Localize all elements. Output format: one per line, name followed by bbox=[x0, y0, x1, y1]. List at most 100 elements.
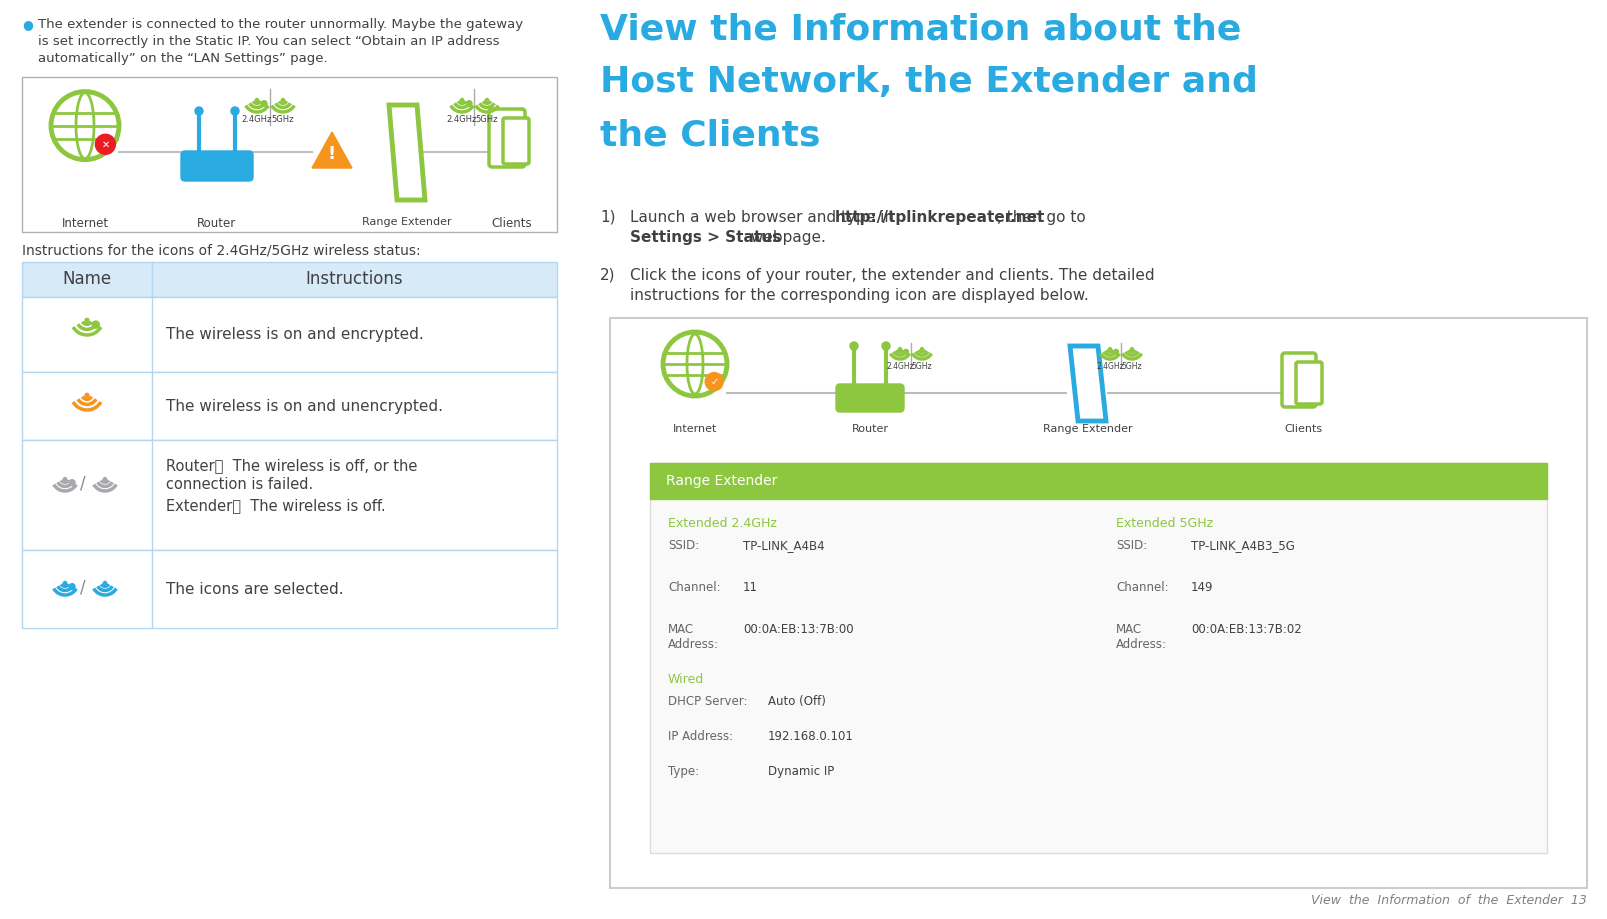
Circle shape bbox=[485, 98, 489, 102]
Circle shape bbox=[850, 342, 858, 350]
Text: Host Network, the Extender and: Host Network, the Extender and bbox=[599, 65, 1258, 99]
Text: 1): 1) bbox=[599, 210, 615, 225]
Text: The wireless is on and unencrypted.: The wireless is on and unencrypted. bbox=[166, 399, 444, 414]
Text: Launch a web browser and type in: Launch a web browser and type in bbox=[630, 210, 898, 225]
Polygon shape bbox=[389, 105, 424, 200]
Text: TP-LINK_A4B4: TP-LINK_A4B4 bbox=[742, 539, 824, 552]
FancyBboxPatch shape bbox=[649, 463, 1548, 853]
Text: View the Information about the: View the Information about the bbox=[599, 12, 1241, 46]
Text: DHCP Server:: DHCP Server: bbox=[669, 695, 747, 708]
FancyBboxPatch shape bbox=[649, 463, 1548, 499]
Text: 5GHz: 5GHz bbox=[1122, 362, 1143, 371]
Text: /: / bbox=[80, 475, 85, 493]
Text: Name: Name bbox=[63, 270, 111, 289]
Text: 192.168.0.101: 192.168.0.101 bbox=[768, 730, 853, 743]
Text: Internet: Internet bbox=[61, 217, 109, 230]
Text: View  the  Information  of  the  Extender  13: View the Information of the Extender 13 bbox=[1311, 894, 1588, 907]
FancyBboxPatch shape bbox=[489, 109, 525, 167]
Text: 11: 11 bbox=[742, 581, 759, 594]
Circle shape bbox=[85, 393, 88, 397]
Text: 2): 2) bbox=[599, 268, 615, 283]
Text: Wired: Wired bbox=[669, 673, 704, 686]
Text: Extender：  The wireless is off.: Extender： The wireless is off. bbox=[166, 498, 386, 513]
Text: Extended 2.4GHz: Extended 2.4GHz bbox=[669, 517, 776, 530]
Text: 00:0A:EB:13:7B:00: 00:0A:EB:13:7B:00 bbox=[742, 623, 853, 636]
Text: The icons are selected.: The icons are selected. bbox=[166, 582, 344, 596]
FancyBboxPatch shape bbox=[22, 372, 558, 440]
Text: 5GHz: 5GHz bbox=[911, 362, 932, 371]
Circle shape bbox=[705, 372, 723, 391]
Circle shape bbox=[898, 347, 902, 350]
Text: 2.4GHz: 2.4GHz bbox=[447, 115, 477, 124]
Text: MAC
Address:: MAC Address: bbox=[1115, 623, 1167, 651]
Text: http://tplinkrepeater.net: http://tplinkrepeater.net bbox=[834, 210, 1045, 225]
Text: 2.4GHz: 2.4GHz bbox=[1096, 362, 1123, 371]
Text: Router: Router bbox=[852, 424, 889, 434]
FancyBboxPatch shape bbox=[22, 550, 558, 628]
FancyBboxPatch shape bbox=[1282, 353, 1316, 407]
Text: ✕: ✕ bbox=[101, 140, 109, 149]
Circle shape bbox=[69, 584, 76, 589]
Text: Instructions: Instructions bbox=[305, 270, 403, 289]
Circle shape bbox=[882, 342, 890, 350]
FancyBboxPatch shape bbox=[22, 297, 558, 372]
Text: Channel:: Channel: bbox=[669, 581, 720, 594]
Text: the Clients: the Clients bbox=[599, 118, 821, 152]
Text: Clients: Clients bbox=[492, 217, 532, 230]
Text: instructions for the corresponding icon are displayed below.: instructions for the corresponding icon … bbox=[630, 288, 1090, 303]
Circle shape bbox=[92, 321, 100, 328]
Text: Clients: Clients bbox=[1284, 424, 1323, 434]
Text: Channel:: Channel: bbox=[1115, 581, 1168, 594]
FancyBboxPatch shape bbox=[611, 318, 1588, 888]
Text: IP Address:: IP Address: bbox=[669, 730, 733, 743]
Circle shape bbox=[281, 98, 284, 102]
Text: 00:0A:EB:13:7B:02: 00:0A:EB:13:7B:02 bbox=[1191, 623, 1302, 636]
FancyBboxPatch shape bbox=[836, 384, 905, 412]
Circle shape bbox=[921, 347, 924, 350]
Text: Router：  The wireless is off, or the: Router： The wireless is off, or the bbox=[166, 458, 418, 473]
Text: webpage.: webpage. bbox=[746, 230, 826, 245]
Circle shape bbox=[194, 107, 202, 115]
Text: is set incorrectly in the Static IP. You can select “Obtain an IP address: is set incorrectly in the Static IP. You… bbox=[39, 35, 500, 48]
Text: Settings > Status: Settings > Status bbox=[630, 230, 781, 245]
Circle shape bbox=[95, 134, 116, 154]
Circle shape bbox=[466, 101, 472, 107]
Text: Auto (Off): Auto (Off) bbox=[768, 695, 826, 708]
Text: Internet: Internet bbox=[673, 424, 717, 434]
Circle shape bbox=[69, 480, 76, 485]
Text: TP-LINK_A4B3_5G: TP-LINK_A4B3_5G bbox=[1191, 539, 1295, 552]
Text: 149: 149 bbox=[1191, 581, 1213, 594]
Polygon shape bbox=[312, 132, 352, 168]
Circle shape bbox=[103, 478, 106, 481]
Text: Range Extender: Range Extender bbox=[362, 217, 452, 227]
Circle shape bbox=[1109, 347, 1112, 350]
FancyBboxPatch shape bbox=[503, 118, 529, 164]
Text: Instructions for the icons of 2.4GHz/5GHz wireless status:: Instructions for the icons of 2.4GHz/5GH… bbox=[22, 244, 421, 258]
FancyBboxPatch shape bbox=[22, 262, 558, 297]
Circle shape bbox=[461, 98, 463, 102]
Circle shape bbox=[103, 582, 106, 584]
Text: SSID:: SSID: bbox=[669, 539, 699, 552]
Circle shape bbox=[903, 349, 908, 354]
Polygon shape bbox=[1070, 346, 1106, 421]
FancyBboxPatch shape bbox=[1295, 362, 1323, 404]
Text: 5GHz: 5GHz bbox=[272, 115, 294, 124]
Text: MAC
Address:: MAC Address: bbox=[669, 623, 718, 651]
Text: connection is failed.: connection is failed. bbox=[166, 477, 313, 492]
Text: automatically” on the “LAN Settings” page.: automatically” on the “LAN Settings” pag… bbox=[39, 52, 328, 65]
Circle shape bbox=[1131, 347, 1133, 350]
Text: The wireless is on and encrypted.: The wireless is on and encrypted. bbox=[166, 327, 424, 342]
Text: 2.4GHz: 2.4GHz bbox=[885, 362, 914, 371]
FancyBboxPatch shape bbox=[182, 151, 252, 181]
Text: Router: Router bbox=[198, 217, 236, 230]
FancyBboxPatch shape bbox=[22, 77, 558, 232]
Text: Range Extender: Range Extender bbox=[665, 474, 778, 488]
Text: SSID:: SSID: bbox=[1115, 539, 1147, 552]
Text: Click the icons of your router, the extender and clients. The detailed: Click the icons of your router, the exte… bbox=[630, 268, 1154, 283]
FancyBboxPatch shape bbox=[22, 440, 558, 550]
Text: 5GHz: 5GHz bbox=[476, 115, 498, 124]
Circle shape bbox=[85, 318, 88, 323]
Text: Type:: Type: bbox=[669, 765, 699, 778]
Text: 2.4GHz: 2.4GHz bbox=[241, 115, 272, 124]
Text: Range Extender: Range Extender bbox=[1043, 424, 1133, 434]
